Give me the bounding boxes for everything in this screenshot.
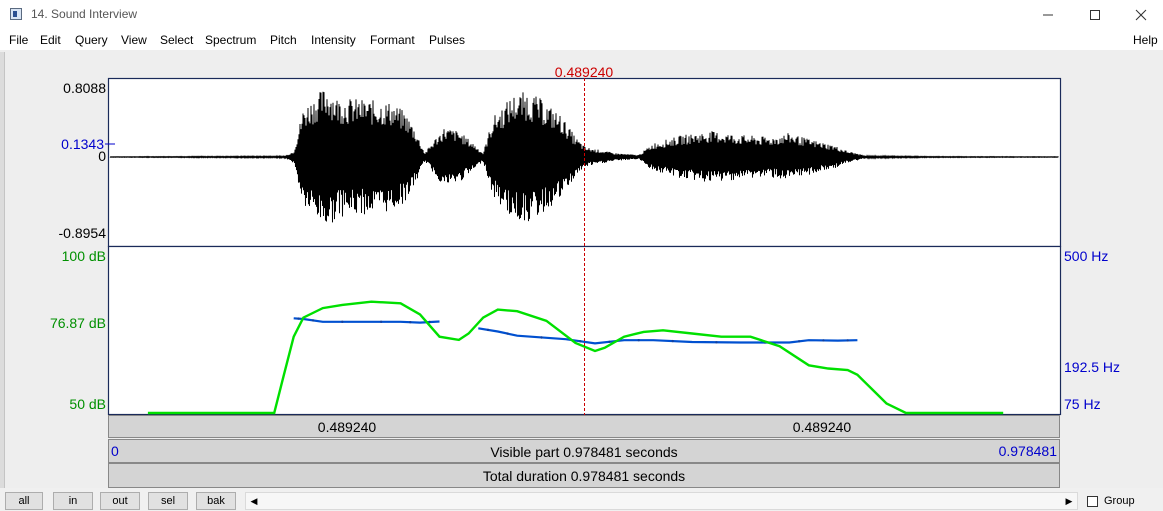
zoom-in-button[interactable]: in — [53, 492, 93, 510]
visible-part-bar[interactable]: 0 Visible part 0.978481 seconds 0.978481 — [108, 439, 1060, 463]
menu-pulses[interactable]: Pulses — [429, 33, 466, 47]
menu-formant[interactable]: Formant — [370, 33, 415, 47]
zoom-sel-button[interactable]: sel — [148, 492, 188, 510]
menu-spectrum[interactable]: Spectrum — [205, 33, 257, 47]
left-segment[interactable]: 0.489240 — [317, 419, 377, 435]
zoom-all-button[interactable]: all — [5, 492, 43, 510]
scroll-right-icon[interactable]: ▶ — [1065, 496, 1073, 506]
total-duration-label: Total duration 0.978481 seconds — [482, 468, 686, 484]
pitch-top-label: 500 Hz — [1064, 248, 1108, 264]
sound-display[interactable]: 0.489240 0.8088 0.1343 0 -0.8954 100 dB … — [0, 50, 1163, 488]
pitch-mid-label: 192.5 Hz — [1064, 359, 1120, 375]
menu-help[interactable]: Help — [1133, 33, 1158, 47]
total-duration-bar[interactable]: Total duration 0.978481 seconds — [108, 463, 1060, 488]
waveform-ymarker-label: 0.1343 — [61, 136, 104, 152]
close-button[interactable] — [1118, 0, 1163, 30]
zoom-back-button[interactable]: bak — [196, 492, 236, 510]
pitch-point — [379, 320, 383, 323]
menu-query[interactable]: Query — [75, 33, 108, 47]
menu-edit[interactable]: Edit — [40, 33, 61, 47]
pitch-point — [822, 339, 825, 342]
group-checkbox[interactable] — [1087, 496, 1098, 507]
waveform-ymin-label: -0.8954 — [59, 225, 107, 241]
visible-part-label: Visible part 0.978481 seconds — [490, 444, 678, 460]
waveform-zero-label: 0 — [98, 148, 106, 164]
pitch-point — [341, 320, 344, 323]
segment-bar: 0.489240 0.489240 — [108, 415, 1060, 438]
pitch-segment — [478, 327, 858, 345]
pitch-point — [540, 336, 543, 339]
right-segment[interactable]: 0.489240 — [792, 419, 852, 435]
pitch-point — [311, 319, 315, 322]
intensity-top-label: 100 dB — [62, 248, 106, 264]
waveform-ymax-label: 0.8088 — [63, 80, 106, 96]
intensity-contour — [147, 300, 1004, 415]
praat-app-icon — [10, 8, 22, 20]
pitch-point — [637, 339, 640, 342]
group-label: Group — [1104, 495, 1135, 507]
pitch-point — [608, 340, 611, 343]
menu-select[interactable]: Select — [160, 33, 194, 47]
pitch-point — [486, 328, 490, 332]
left-edge-strip — [0, 52, 5, 488]
intensity-mid-label: 76.87 dB — [50, 315, 106, 331]
pitch-point — [671, 339, 674, 343]
intensity-bottom-label: 50 dB — [69, 396, 106, 412]
menu-pitch[interactable]: Pitch — [270, 33, 297, 47]
horizontal-scrollbar[interactable]: ◀ ▶ — [245, 492, 1078, 510]
menu-intensity[interactable]: Intensity — [311, 33, 356, 47]
pitch-point — [506, 332, 509, 335]
scroll-left-icon[interactable]: ◀ — [250, 496, 258, 506]
pitch-point — [579, 340, 582, 343]
menu-bar: File Edit Query View Select Spectrum Pit… — [0, 30, 1163, 50]
title-bar: 14. Sound Interview — [0, 0, 1163, 30]
pitch-point — [715, 341, 718, 344]
visible-start-label: 0 — [111, 443, 119, 459]
pitch-bottom-label: 75 Hz — [1064, 396, 1101, 412]
window-title: 14. Sound Interview — [31, 7, 138, 21]
menu-file[interactable]: File — [9, 33, 29, 47]
close-icon — [1135, 9, 1147, 21]
visible-end-label: 0.978481 — [998, 443, 1057, 459]
maximize-icon — [1090, 10, 1100, 21]
pitch-point — [409, 321, 412, 324]
pitch-point — [297, 317, 300, 320]
pitch-point — [797, 340, 801, 343]
cursor-time-label: 0.489240 — [555, 64, 614, 80]
pitch-point — [846, 339, 849, 342]
minimize-button[interactable] — [1025, 0, 1071, 30]
zoom-out-button[interactable]: out — [100, 492, 140, 510]
maximize-button[interactable] — [1072, 0, 1118, 30]
menu-view[interactable]: View — [121, 33, 147, 47]
minimize-icon — [1043, 14, 1053, 16]
pitch-point — [428, 320, 431, 324]
